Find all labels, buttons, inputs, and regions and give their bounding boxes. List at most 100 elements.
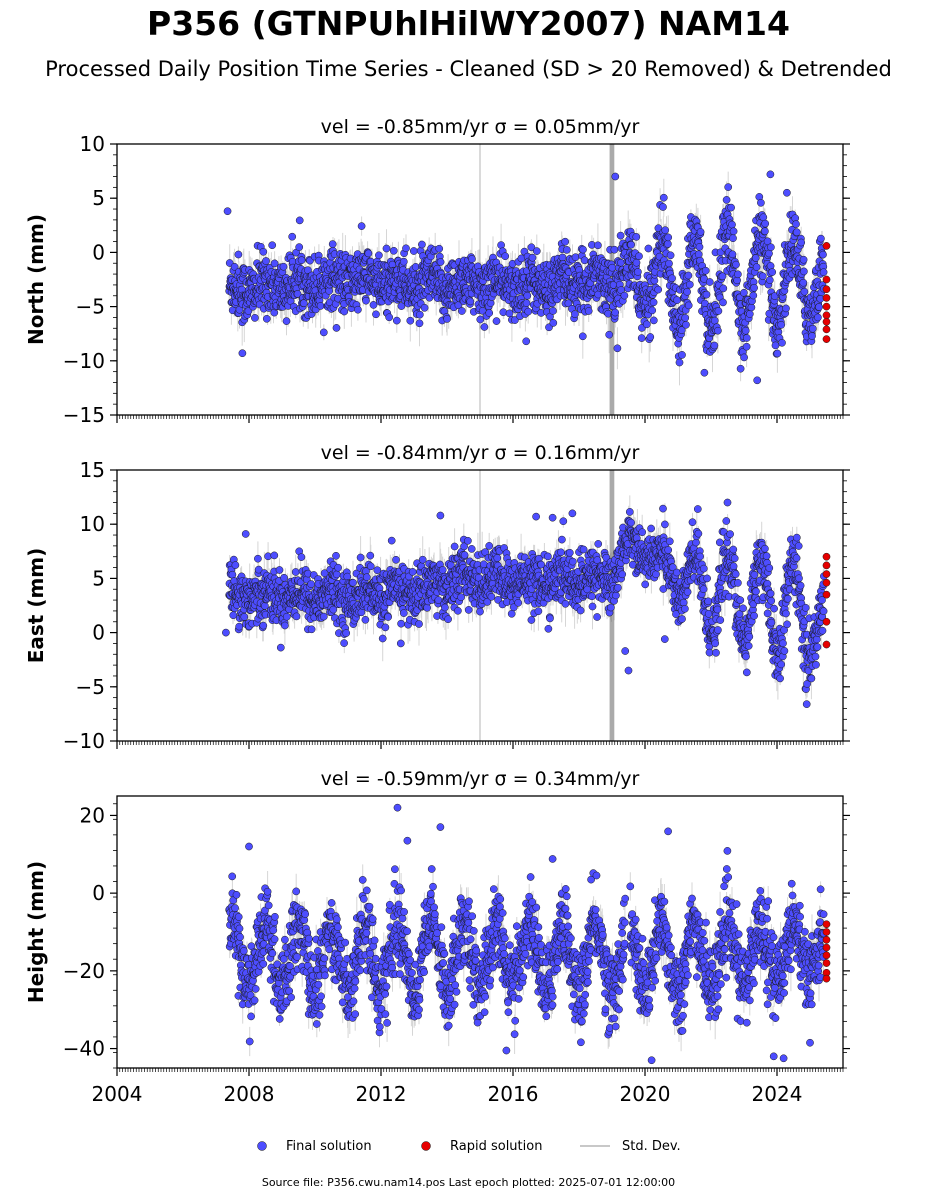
final-solution-point bbox=[693, 505, 702, 513]
final-solution-point bbox=[254, 565, 263, 574]
final-solution-point bbox=[356, 553, 365, 562]
final-solution-point bbox=[487, 592, 496, 601]
final-solution-point bbox=[357, 222, 366, 230]
final-solution-point bbox=[349, 578, 357, 587]
final-solution-point bbox=[319, 328, 328, 337]
final-solution-point bbox=[678, 615, 686, 623]
final-solution-point bbox=[279, 262, 288, 271]
final-solution-point bbox=[808, 324, 817, 333]
final-solution-point bbox=[642, 320, 651, 329]
final-solution-point bbox=[664, 546, 673, 554]
final-solution-point bbox=[713, 605, 722, 614]
final-solution-point bbox=[750, 611, 758, 620]
rapid-solution-point bbox=[822, 561, 831, 570]
final-solution-point bbox=[320, 569, 329, 578]
final-solution-point bbox=[561, 599, 570, 608]
final-solution-point bbox=[747, 303, 756, 312]
final-solution-point bbox=[799, 278, 808, 287]
final-solution-point bbox=[507, 609, 516, 618]
final-solution-point bbox=[485, 542, 494, 550]
final-solution-point bbox=[765, 564, 774, 572]
final-solution-point bbox=[736, 364, 745, 373]
rapid-solution-point bbox=[822, 617, 831, 626]
final-solution-point bbox=[579, 245, 587, 254]
final-solution-point bbox=[467, 545, 476, 553]
final-solution-point bbox=[722, 196, 731, 204]
final-solution-point bbox=[678, 351, 686, 359]
final-solution-point bbox=[734, 270, 742, 279]
final-solution-point bbox=[742, 668, 751, 677]
final-solution-point bbox=[729, 545, 738, 554]
final-solution-point bbox=[801, 603, 810, 612]
final-solution-point bbox=[259, 247, 268, 256]
final-solution-point bbox=[745, 310, 754, 318]
final-solution-point bbox=[718, 272, 727, 281]
final-solution-point bbox=[757, 198, 765, 207]
final-solution-point bbox=[784, 594, 792, 603]
final-solution-point bbox=[729, 562, 738, 571]
final-solution-point bbox=[817, 234, 825, 243]
final-solution-point bbox=[703, 574, 711, 583]
final-solution-point bbox=[696, 228, 705, 236]
final-solution-point bbox=[745, 632, 754, 641]
final-solution-point bbox=[307, 625, 316, 634]
final-solution-point bbox=[493, 554, 502, 562]
final-solution-point bbox=[728, 250, 737, 259]
final-solution-point bbox=[457, 593, 465, 602]
final-solution-point bbox=[280, 573, 288, 582]
final-solution-point bbox=[295, 243, 304, 251]
final-solution-point bbox=[729, 234, 737, 243]
final-solution-point bbox=[399, 609, 408, 617]
final-solution-point bbox=[240, 613, 249, 621]
final-solution-point bbox=[659, 203, 667, 211]
final-solution-point bbox=[372, 310, 380, 319]
final-solution-point bbox=[742, 652, 750, 661]
final-solution-point bbox=[511, 316, 519, 324]
final-solution-point bbox=[632, 233, 641, 241]
final-solution-point bbox=[654, 285, 663, 294]
final-solution-point bbox=[742, 342, 751, 351]
final-solution-point bbox=[740, 288, 748, 297]
final-solution-point bbox=[222, 628, 230, 637]
final-solution-point bbox=[369, 301, 378, 309]
final-solution-points bbox=[223, 170, 828, 385]
final-solution-point bbox=[660, 635, 669, 643]
final-solution-point bbox=[638, 528, 647, 537]
final-solution-point bbox=[362, 573, 371, 582]
final-solution-point bbox=[792, 533, 801, 542]
final-solution-point bbox=[230, 262, 239, 271]
final-solution-point bbox=[752, 587, 760, 596]
final-solution-point bbox=[282, 612, 291, 621]
final-solution-point bbox=[418, 240, 426, 249]
final-solution-point bbox=[627, 518, 635, 527]
final-solution-point bbox=[763, 609, 772, 618]
y-tick-label: −15 bbox=[63, 403, 105, 427]
final-solution-point bbox=[819, 607, 828, 616]
final-solution-point bbox=[681, 314, 690, 322]
final-solution-point bbox=[766, 170, 775, 179]
final-solution-point bbox=[694, 529, 703, 538]
final-solution-point bbox=[464, 606, 473, 614]
final-solution-point bbox=[381, 623, 390, 632]
final-solution-point bbox=[616, 231, 625, 240]
final-solution-point bbox=[688, 518, 697, 527]
final-solution-point bbox=[499, 308, 508, 317]
final-solution-point bbox=[644, 244, 653, 253]
final-solution-point bbox=[549, 307, 557, 315]
final-solution-point bbox=[761, 544, 769, 553]
final-solution-point bbox=[811, 652, 820, 661]
final-solution-point bbox=[485, 309, 494, 317]
final-solution-point bbox=[664, 233, 673, 242]
final-solution-point bbox=[699, 585, 708, 594]
final-solution-point bbox=[618, 570, 627, 579]
final-solution-point bbox=[815, 303, 823, 311]
final-solution-point bbox=[534, 607, 543, 616]
final-solution-point bbox=[415, 620, 423, 628]
final-solution-point bbox=[532, 247, 541, 255]
final-solution-point bbox=[685, 280, 694, 289]
final-solution-point bbox=[797, 238, 806, 247]
final-solution-point bbox=[762, 552, 771, 560]
final-solution-point bbox=[665, 537, 674, 546]
final-solution-point bbox=[578, 332, 587, 341]
final-solution-point bbox=[749, 291, 758, 300]
